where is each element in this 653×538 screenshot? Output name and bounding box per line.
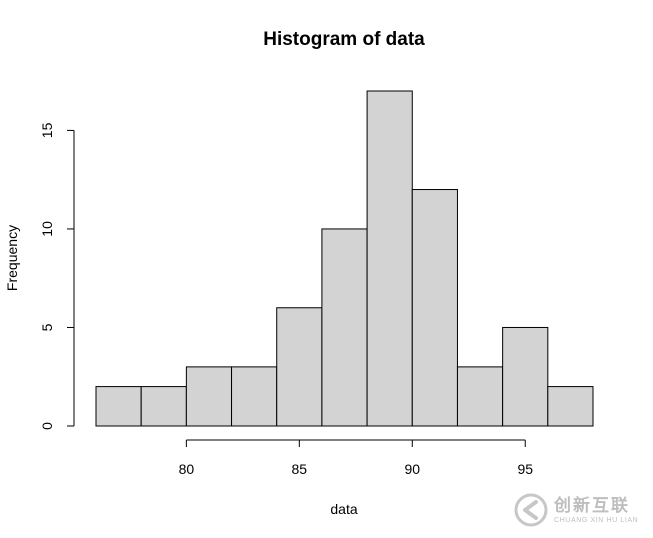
y-tick-label-1: 5 xyxy=(39,323,55,331)
brand-logo-icon xyxy=(514,493,548,527)
y-tick-label-2: 10 xyxy=(39,221,55,237)
y-tick-label-0: 0 xyxy=(39,422,55,430)
histogram-bar-6 xyxy=(366,90,413,427)
watermark: 创新互联 CHUANG XIN HU LIAN xyxy=(506,484,652,536)
chart-title: Histogram of data xyxy=(263,29,425,50)
histogram-bar-0 xyxy=(95,386,142,427)
x-axis: 80 85 90 95 xyxy=(179,439,533,477)
histogram-bar-2 xyxy=(185,366,233,427)
histogram-bar-8 xyxy=(456,366,504,427)
x-tick-label-3: 95 xyxy=(517,461,533,477)
histogram-bar-9 xyxy=(502,326,549,427)
histogram-bar-3 xyxy=(231,366,278,427)
y-axis-label: Frequency xyxy=(4,225,20,291)
x-tick-label-1: 85 xyxy=(292,461,308,477)
histogram-bar-7 xyxy=(411,189,458,427)
x-tick-label-0: 80 xyxy=(179,461,195,477)
x-axis-label: data xyxy=(330,501,357,517)
watermark-brand: 创新互联 xyxy=(554,495,630,516)
histogram-bar-4 xyxy=(276,307,323,427)
histogram-bar-1 xyxy=(140,386,187,427)
bars-group xyxy=(95,90,594,427)
y-tick-label-3: 15 xyxy=(39,122,55,138)
histogram-bar-5 xyxy=(321,228,368,427)
y-axis: 0 5 10 15 xyxy=(39,122,75,430)
x-tick-label-2: 90 xyxy=(404,461,420,477)
histogram-bar-10 xyxy=(547,386,594,427)
watermark-subtext: CHUANG XIN HU LIAN xyxy=(554,516,639,524)
watermark-text: 创新互联 CHUANG XIN HU LIAN xyxy=(554,496,638,525)
